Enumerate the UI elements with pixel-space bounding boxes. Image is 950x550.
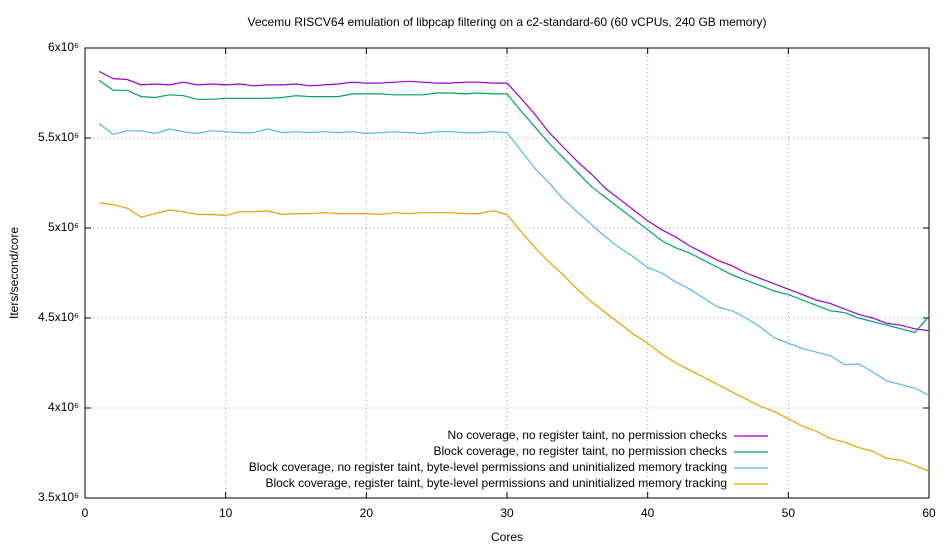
plot-frame — [84, 47, 930, 499]
x-tick-label: 10 — [219, 506, 233, 520]
y-tick-label: 6x10⁶ — [48, 40, 79, 54]
series-line — [98, 123, 930, 396]
x-axis-label: Cores — [491, 530, 523, 544]
legend-label: Block coverage, register taint, byte-lev… — [265, 476, 727, 490]
series-line — [98, 202, 930, 472]
y-tick-label: 5.5x10⁶ — [38, 130, 79, 144]
y-tick-label: 4.5x10⁶ — [38, 310, 79, 324]
x-tick-label: 20 — [360, 506, 374, 520]
series-line — [98, 70, 930, 332]
legend-label: Block coverage, no register taint, byte-… — [249, 460, 727, 474]
x-tick-label: 60 — [922, 506, 936, 520]
y-tick-label: 4x10⁶ — [48, 400, 79, 414]
y-axis-label: Iters/second/core — [7, 227, 21, 319]
y-tick-label: 5x10⁶ — [48, 220, 79, 234]
chart-title: Vecemu RISCV64 emulation of libpcap filt… — [248, 15, 767, 29]
x-tick-label: 40 — [641, 506, 655, 520]
x-tick-label: 50 — [782, 506, 796, 520]
y-tick-label: 3.5x10⁶ — [38, 490, 79, 504]
series-line — [98, 79, 930, 334]
legend-label: No coverage, no register taint, no permi… — [448, 428, 727, 442]
x-tick-label: 30 — [500, 506, 514, 520]
x-tick-label: 0 — [82, 506, 89, 520]
legend-label: Block coverage, no register taint, no pe… — [434, 444, 727, 458]
